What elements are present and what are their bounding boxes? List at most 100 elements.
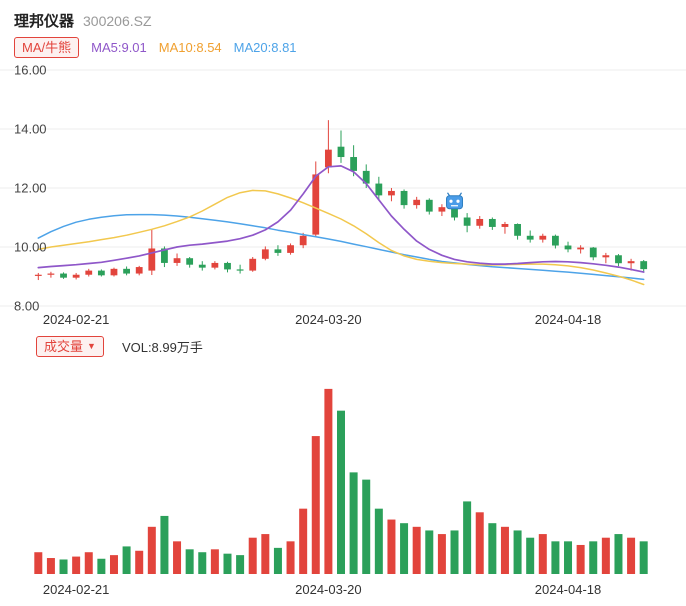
volume-bar[interactable] <box>362 479 371 574</box>
volume-indicator-selector[interactable]: 成交量 ▼ <box>36 335 104 357</box>
candle[interactable] <box>47 271 55 278</box>
candle[interactable] <box>501 221 509 234</box>
volume-bar[interactable] <box>147 526 156 574</box>
candle[interactable] <box>274 245 282 256</box>
candle[interactable] <box>463 213 471 233</box>
volume-bar[interactable] <box>261 534 270 574</box>
volume-bar[interactable] <box>223 553 232 574</box>
candle[interactable] <box>438 204 446 217</box>
volume-bar[interactable] <box>513 530 522 574</box>
volume-bar[interactable] <box>639 541 648 574</box>
volume-bar[interactable] <box>589 541 598 574</box>
volume-bar[interactable] <box>337 410 345 574</box>
candle[interactable] <box>312 161 320 237</box>
candle[interactable] <box>123 266 130 276</box>
volume-bar[interactable] <box>324 388 333 574</box>
volume-bar[interactable] <box>185 549 194 574</box>
volume-bar[interactable] <box>210 549 219 574</box>
candle[interactable] <box>186 257 194 268</box>
volume-bar[interactable] <box>286 541 295 574</box>
candle[interactable] <box>526 230 534 243</box>
volume-bar[interactable] <box>349 472 358 574</box>
volume-bar[interactable] <box>198 552 207 574</box>
volume-bar[interactable] <box>500 526 509 574</box>
volume-bar[interactable] <box>72 556 81 574</box>
candle[interactable] <box>413 196 421 209</box>
volume-bar[interactable] <box>488 523 497 574</box>
candle[interactable] <box>60 272 67 279</box>
volume-bar[interactable] <box>34 552 43 574</box>
volume-bar[interactable] <box>437 534 446 574</box>
volume-bar[interactable] <box>109 555 118 574</box>
candle[interactable] <box>400 189 408 209</box>
volume-bar[interactable] <box>97 558 106 574</box>
volume-bar[interactable] <box>299 508 308 574</box>
volume-bar[interactable] <box>551 541 560 574</box>
candlestick-price-chart[interactable]: 16.00 14.00 12.00 10.00 8.00 2024-02-21 2024-0… <box>0 58 686 330</box>
volume-bar[interactable] <box>273 547 282 574</box>
candle[interactable] <box>249 257 257 272</box>
volume-bar[interactable] <box>425 530 434 574</box>
candle[interactable] <box>577 245 585 254</box>
candle[interactable] <box>211 261 219 270</box>
candle[interactable] <box>85 268 93 277</box>
volume-bar[interactable] <box>475 512 484 574</box>
candle[interactable] <box>602 252 610 264</box>
volume-bar[interactable] <box>576 544 585 574</box>
volume-bar[interactable] <box>84 552 93 574</box>
candle[interactable] <box>564 241 572 253</box>
volume-bar[interactable] <box>248 537 257 574</box>
volume-bar[interactable] <box>160 515 169 574</box>
volume-bar[interactable] <box>59 559 68 574</box>
volume-bar[interactable] <box>564 541 573 574</box>
volume-bar[interactable] <box>46 558 55 574</box>
candle[interactable] <box>640 259 648 273</box>
candle[interactable] <box>337 130 345 163</box>
candle[interactable] <box>97 269 105 277</box>
volume-bar[interactable] <box>122 546 131 574</box>
candle[interactable] <box>198 261 206 271</box>
candle[interactable] <box>589 247 597 261</box>
x-axis-date-label: 2024-03-20 <box>295 582 362 597</box>
volume-bar[interactable] <box>463 501 472 574</box>
candle[interactable] <box>615 254 622 267</box>
candle[interactable] <box>514 223 521 240</box>
candle[interactable] <box>299 232 307 249</box>
volume-indicator-label: 成交量 <box>44 338 84 354</box>
candle[interactable] <box>261 246 269 261</box>
volume-bar[interactable] <box>412 526 421 574</box>
volume-bar[interactable] <box>526 537 535 574</box>
volume-bar[interactable] <box>538 534 547 574</box>
candle[interactable] <box>287 243 294 255</box>
volume-bar[interactable] <box>614 534 623 574</box>
candle[interactable] <box>135 265 143 276</box>
candle[interactable] <box>388 188 395 202</box>
volume-bar[interactable] <box>400 523 409 574</box>
candle[interactable] <box>425 198 433 215</box>
volume-bar[interactable] <box>450 530 459 574</box>
candle[interactable] <box>476 216 484 229</box>
candle[interactable] <box>539 233 547 243</box>
volume-bar[interactable] <box>173 541 182 574</box>
volume-bar[interactable] <box>627 537 636 574</box>
candle[interactable] <box>72 272 80 280</box>
volume-bar[interactable] <box>311 436 320 574</box>
volume-bar[interactable] <box>135 550 144 574</box>
event-marker-icon[interactable] <box>446 192 464 210</box>
volume-bar[interactable] <box>236 555 245 574</box>
candle[interactable] <box>375 176 383 200</box>
x-axis-date-label: 2024-02-21 <box>43 582 110 597</box>
candle[interactable] <box>236 264 244 274</box>
volume-chart[interactable]: 2024-02-21 2024-03-20 2024-04-18 <box>0 358 686 604</box>
candle[interactable] <box>173 253 181 266</box>
candle[interactable] <box>552 234 559 249</box>
ma-indicator-badge[interactable]: MA/牛熊 <box>14 36 80 58</box>
volume-bar[interactable] <box>374 508 383 574</box>
candle[interactable] <box>324 120 332 174</box>
candle[interactable] <box>488 217 496 230</box>
volume-bar[interactable] <box>387 519 396 574</box>
candle[interactable] <box>110 267 118 277</box>
candle[interactable] <box>34 272 42 281</box>
candle[interactable] <box>224 261 231 273</box>
volume-bar[interactable] <box>601 537 610 574</box>
